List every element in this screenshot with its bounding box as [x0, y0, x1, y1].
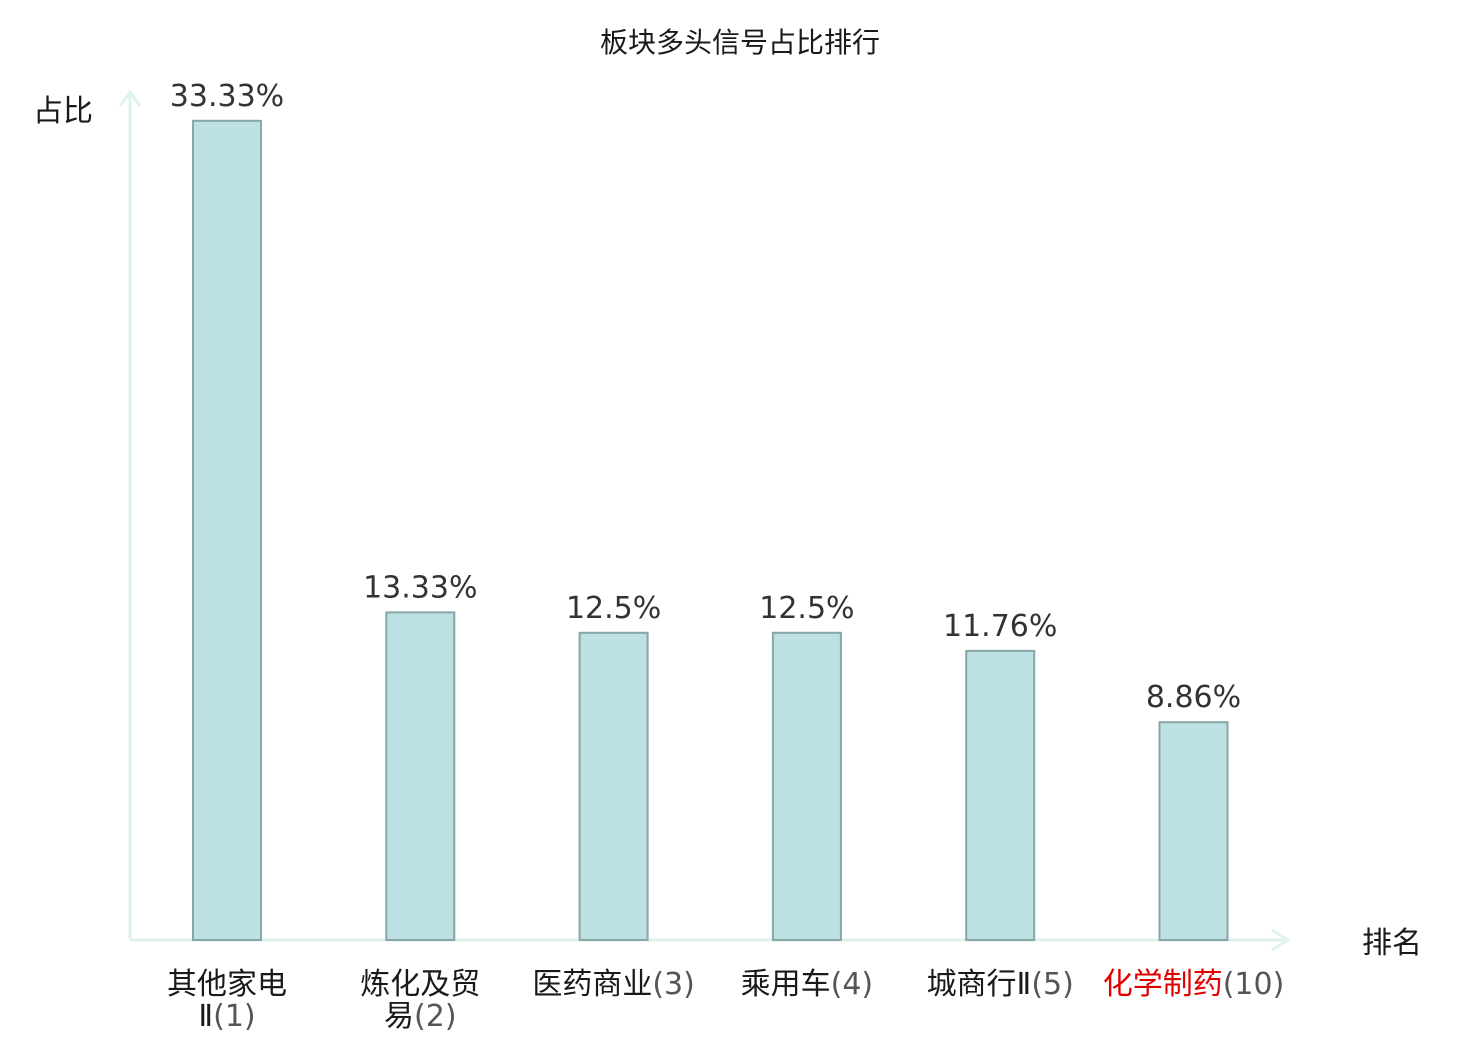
- category-label-3: 医药商业(3): [532, 967, 695, 1002]
- bar-1: [192, 119, 262, 942]
- bar-series: [192, 119, 1229, 942]
- chart-title: 板块多头信号占比排行: [600, 26, 880, 59]
- value-label-4: 12.5%: [759, 591, 854, 626]
- x-axis-label: 排名: [1362, 926, 1422, 961]
- value-label-3: 12.5%: [566, 591, 661, 626]
- y-axis-label: 占比: [33, 94, 93, 129]
- bar-6: [1158, 721, 1229, 942]
- value-labels: 33.33% 13.33% 12.5% 12.5% 11.76% 8.86%: [170, 79, 1241, 715]
- y-axis: [118, 89, 142, 940]
- value-label-1: 33.33%: [170, 79, 284, 114]
- category-label-4: 乘用车(4): [741, 967, 874, 1002]
- bar-4: [771, 631, 842, 941]
- category-label-2: 炼化及贸易(2): [360, 967, 480, 1034]
- bar-5: [965, 649, 1036, 942]
- category-label-6: 化学制药(10): [1103, 967, 1285, 1002]
- category-labels: 其他家电 Ⅱ(1) 炼化及贸易(2) 医药商业(3) 乘用车(4) 城商行Ⅱ(5) 化学制药…: [167, 967, 1284, 1034]
- category-label-1: 其他家电 Ⅱ(1): [167, 967, 287, 1034]
- bar-3: [578, 631, 649, 941]
- value-label-6: 8.86%: [1146, 680, 1241, 715]
- category-label-5: 城商行Ⅱ(5): [927, 967, 1074, 1002]
- x-axis: [130, 928, 1291, 952]
- value-label-5: 11.76%: [943, 609, 1057, 644]
- bar-2: [385, 611, 456, 942]
- value-label-2: 13.33%: [363, 570, 477, 605]
